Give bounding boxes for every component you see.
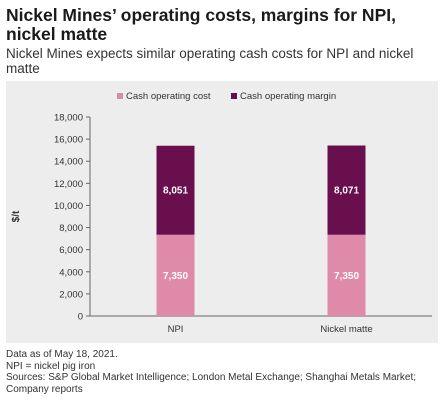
chart-header: Nickel Mines’ operating costs, margins f… [6, 5, 438, 77]
data-label-margin-2: 8,071 [334, 186, 359, 197]
data-label-margin-1: 8,051 [163, 186, 188, 197]
y-tick-label: 12,000 [54, 179, 83, 190]
chart-title: Nickel Mines’ operating costs, margins f… [6, 5, 396, 44]
chart-notes: Data as of May 18, 2021. NPI = nickel pi… [6, 349, 442, 395]
y-axis-title: $/t [11, 210, 22, 222]
bar-margin-2 [327, 145, 366, 235]
stacked-bar-chart: Cash operating cost Cash operating margin… [11, 91, 432, 335]
y-tick-label: 4,000 [59, 267, 83, 278]
y-tick-label: 8,000 [59, 223, 83, 234]
legend-swatch-2 [231, 93, 237, 99]
x-tick-label: Nickel matte [320, 324, 372, 335]
note-sources: Sources: S&P Global Market Intelligence;… [6, 372, 417, 395]
y-tick-label: 2,000 [59, 289, 83, 300]
data-label-cost-2: 7,350 [334, 271, 359, 282]
legend-swatch-1 [117, 93, 123, 99]
y-tick-label: 0 [78, 312, 83, 323]
bar-cost-2 [327, 234, 366, 316]
y-tick-label: 14,000 [54, 157, 83, 168]
legend-label-1: Cash operating cost [126, 91, 211, 102]
y-tick-label: 18,000 [54, 113, 83, 124]
chart-area: Cash operating cost Cash operating margin… [6, 81, 438, 343]
bar-margin-1 [156, 145, 195, 235]
x-tick-label: NPI [168, 324, 184, 335]
legend-label-2: Cash operating margin [240, 91, 336, 102]
bar-cost-1 [156, 234, 195, 316]
y-tick-label: 10,000 [54, 201, 83, 212]
data-label-cost-1: 7,350 [163, 271, 188, 282]
note-date: Data as of May 18, 2021. [6, 349, 118, 360]
y-tick-label: 16,000 [54, 135, 83, 146]
chart-subtitle: Nickel Mines expects similar operating c… [6, 46, 414, 76]
note-definition: NPI = nickel pig iron [6, 360, 96, 372]
y-tick-label: 6,000 [59, 245, 83, 256]
